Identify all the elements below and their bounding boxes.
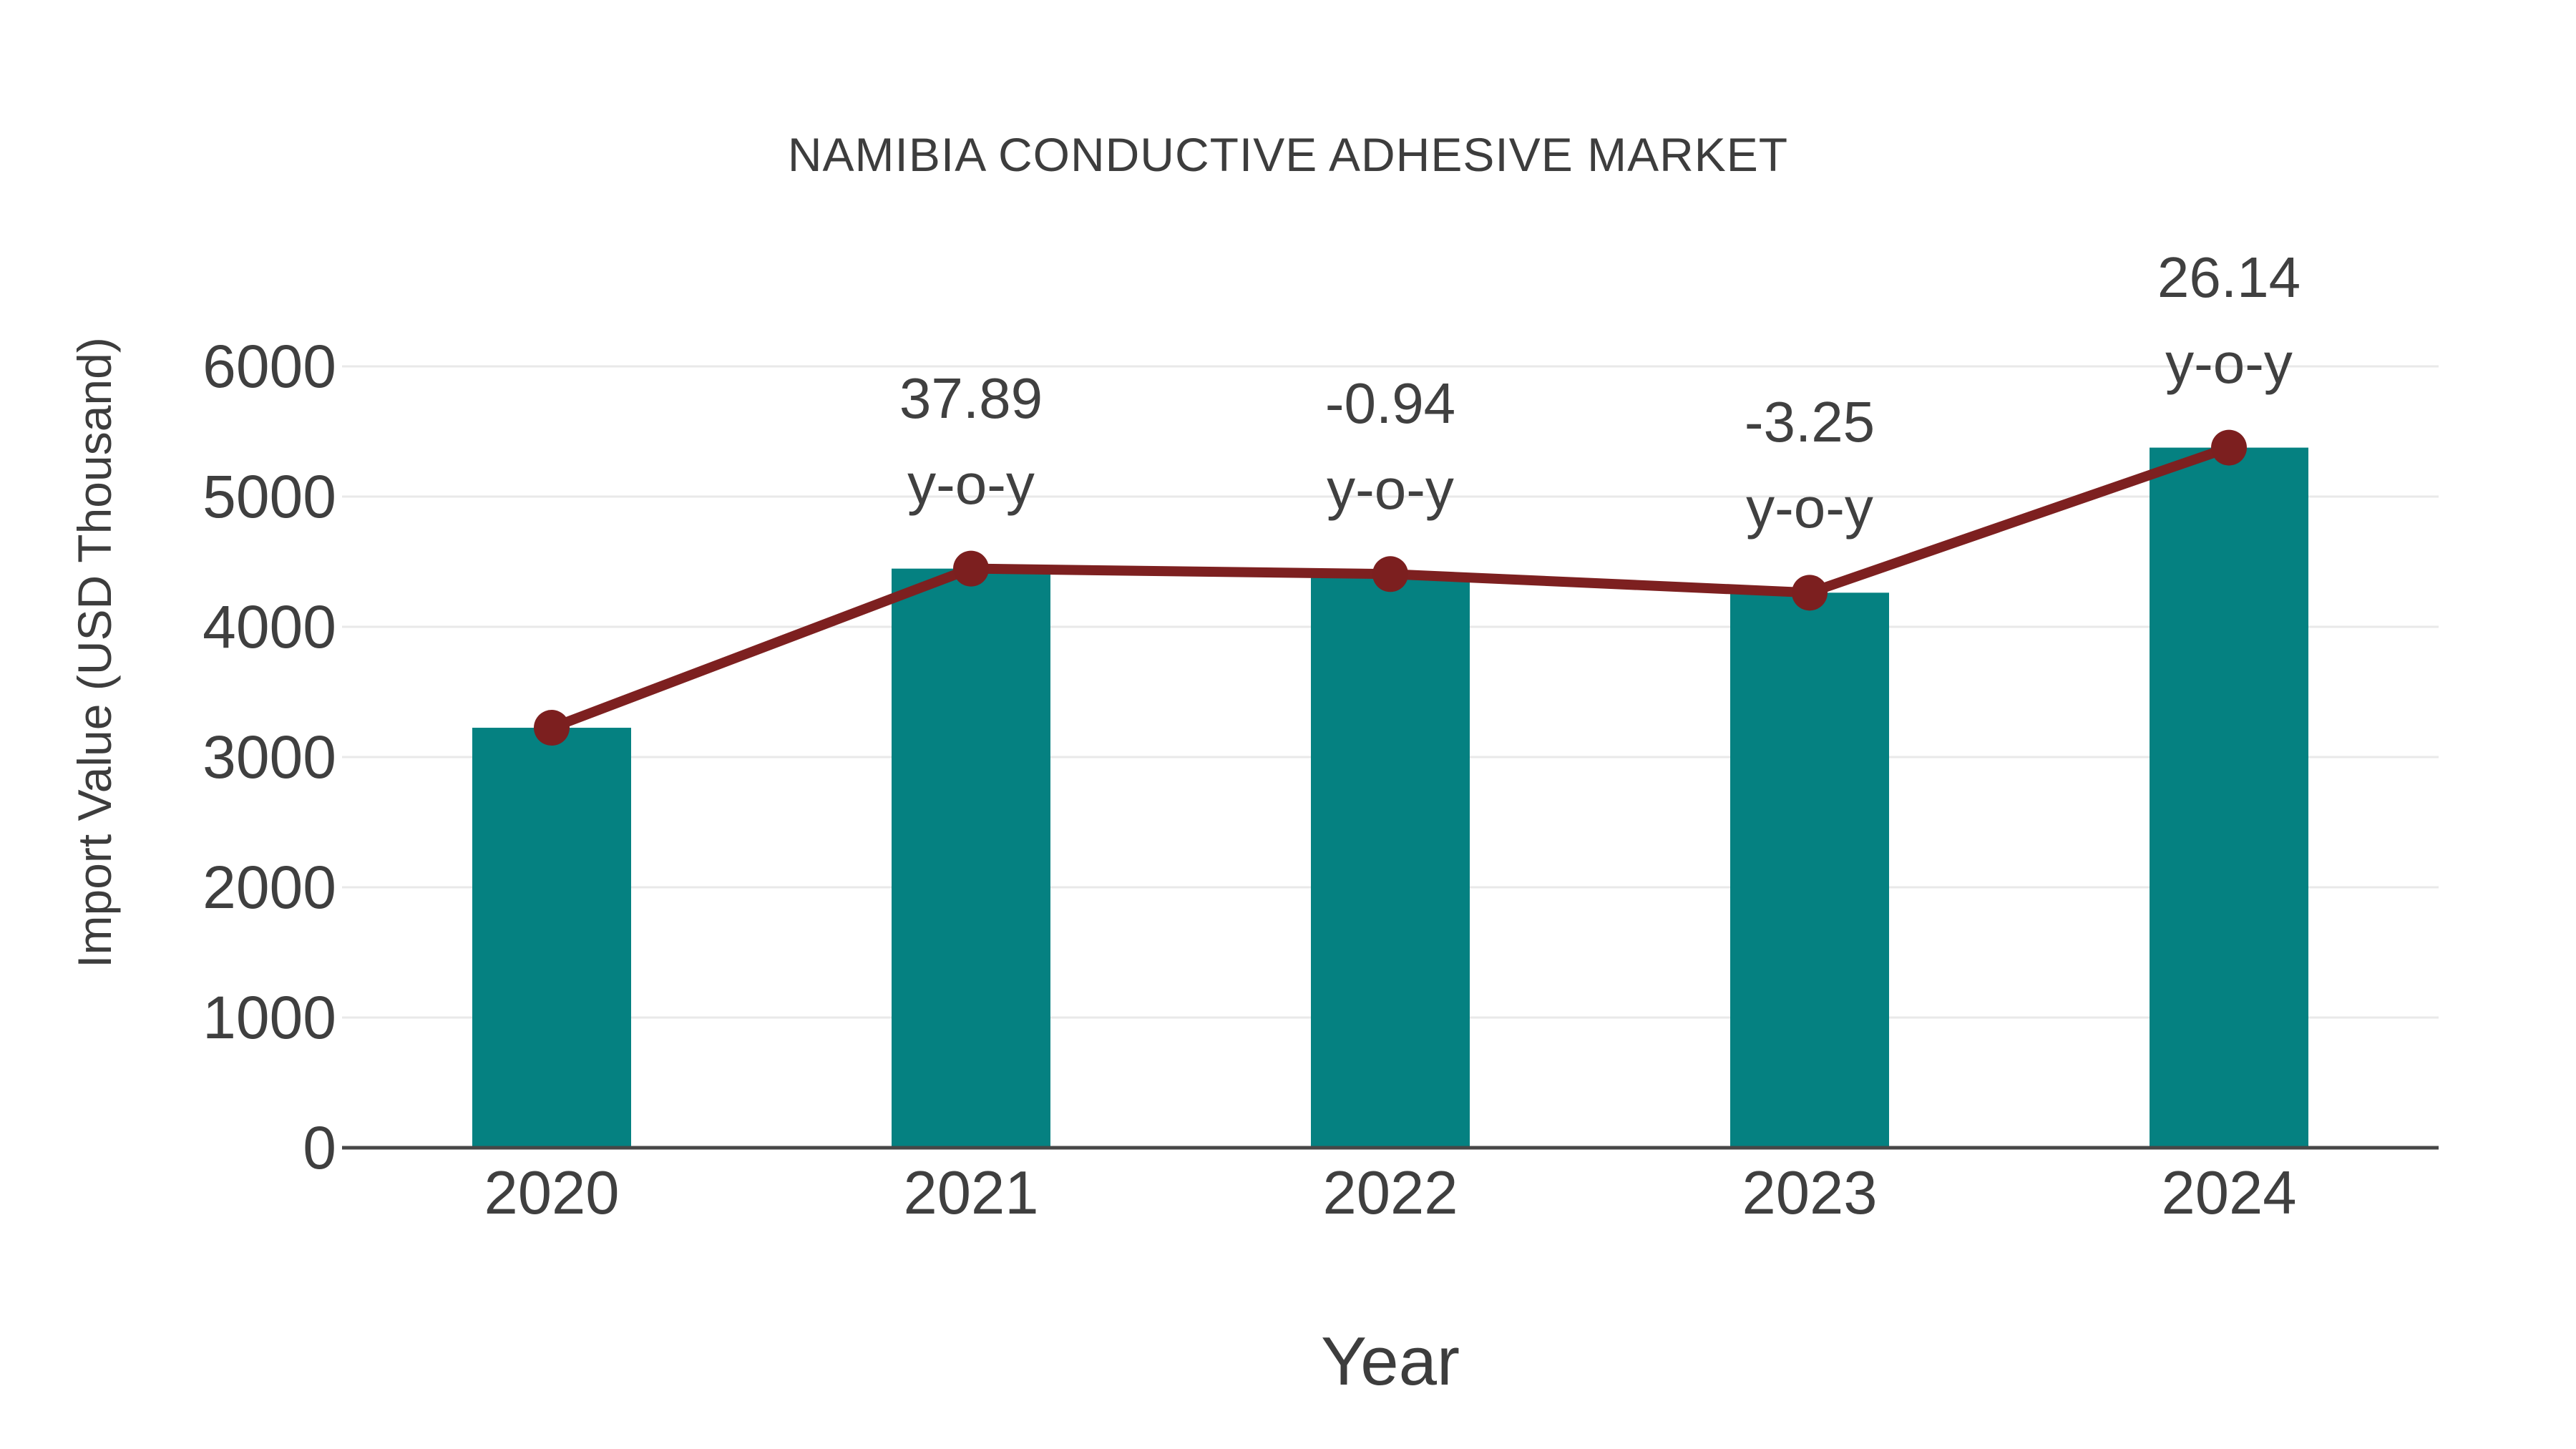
x-tick-2021: 2021 xyxy=(903,1159,1039,1227)
bar-2022 xyxy=(1311,574,1470,1148)
chart-title: NAMIBIA CONDUCTIVE ADHESIVE MARKET xyxy=(787,128,1789,181)
x-tick-2020: 2020 xyxy=(484,1159,620,1227)
y-tick-1000: 1000 xyxy=(203,984,336,1051)
point-sublabel-2021: y-o-y xyxy=(907,452,1035,516)
marker-2020 xyxy=(534,710,570,746)
point-sublabel-2024: y-o-y xyxy=(2165,331,2293,395)
point-sublabel-2022: y-o-y xyxy=(1327,457,1454,522)
point-label-2021: 37.89 xyxy=(899,366,1043,430)
y-tick-4000: 4000 xyxy=(203,593,336,660)
y-tick-0: 0 xyxy=(303,1114,336,1181)
bar-2024 xyxy=(2150,447,2308,1148)
y-tick-2000: 2000 xyxy=(203,854,336,921)
y-tick-6000: 6000 xyxy=(203,333,336,400)
point-label-2023: -3.25 xyxy=(1744,390,1875,454)
x-tick-2024: 2024 xyxy=(2161,1159,2297,1227)
y-tick-5000: 5000 xyxy=(203,463,336,530)
point-label-2022: -0.94 xyxy=(1324,371,1456,436)
marker-2023 xyxy=(1792,575,1828,611)
marker-2022 xyxy=(1372,556,1408,592)
x-axis-title: Year xyxy=(1321,1323,1460,1400)
x-tick-2022: 2022 xyxy=(1322,1159,1458,1227)
marker-2021 xyxy=(953,550,989,587)
bar-2020 xyxy=(472,728,631,1148)
bar-2021 xyxy=(892,568,1050,1148)
point-label-2024: 26.14 xyxy=(2157,245,2301,309)
x-tick-2023: 2023 xyxy=(1742,1159,1878,1227)
marker-2024 xyxy=(2211,429,2247,466)
point-sublabel-2023: y-o-y xyxy=(1746,476,1873,540)
y-tick-3000: 3000 xyxy=(203,723,336,791)
bar-2023 xyxy=(1730,592,1889,1148)
